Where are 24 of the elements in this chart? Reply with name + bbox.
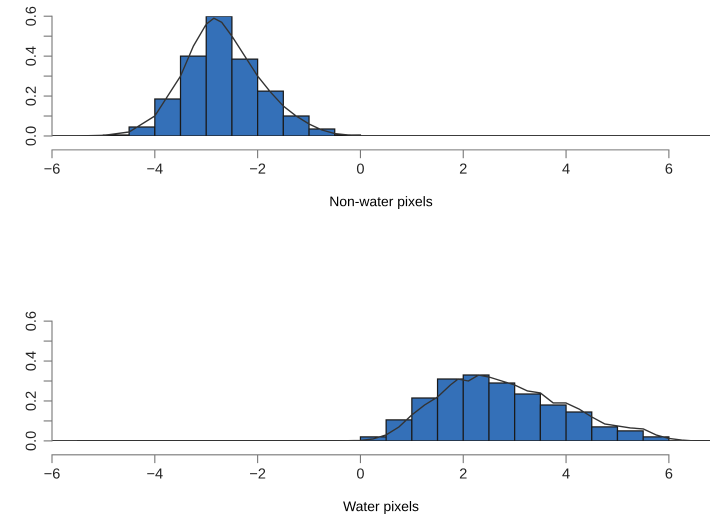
y-tick-label: 0.6 bbox=[26, 6, 36, 26]
x-tick-label: −6 bbox=[44, 468, 60, 479]
x-tick-label: 4 bbox=[562, 468, 570, 479]
y-tick-label: 0.2 bbox=[26, 392, 36, 411]
x-tick-label: −2 bbox=[250, 468, 266, 479]
y-tick-label: 0.4 bbox=[26, 351, 36, 371]
x-tick-label: 6 bbox=[666, 163, 672, 174]
x-tick-label: −6 bbox=[44, 163, 60, 174]
y-tick-label: 0.6 bbox=[26, 312, 36, 331]
x-tick-label: −2 bbox=[250, 163, 266, 174]
x-axis-title: Water pixels bbox=[343, 501, 418, 514]
x-tick-label: −4 bbox=[147, 164, 163, 174]
x-tick-label: −4 bbox=[147, 468, 163, 479]
x-tick-label: 0 bbox=[356, 163, 364, 174]
x-tick-label: 2 bbox=[460, 468, 467, 479]
y-tick-label: 0.0 bbox=[26, 126, 36, 146]
y-tick-label: 0.2 bbox=[26, 86, 36, 106]
y-tick-label: 0.4 bbox=[26, 46, 36, 66]
y-tick-label: 0.0 bbox=[26, 431, 36, 450]
x-tick-label: 0 bbox=[356, 468, 364, 479]
x-tick-label: 4 bbox=[562, 164, 570, 174]
x-tick-label: 2 bbox=[460, 163, 467, 174]
x-axis-title: Non-water pixels bbox=[330, 196, 432, 210]
x-tick-label: 6 bbox=[666, 468, 672, 479]
